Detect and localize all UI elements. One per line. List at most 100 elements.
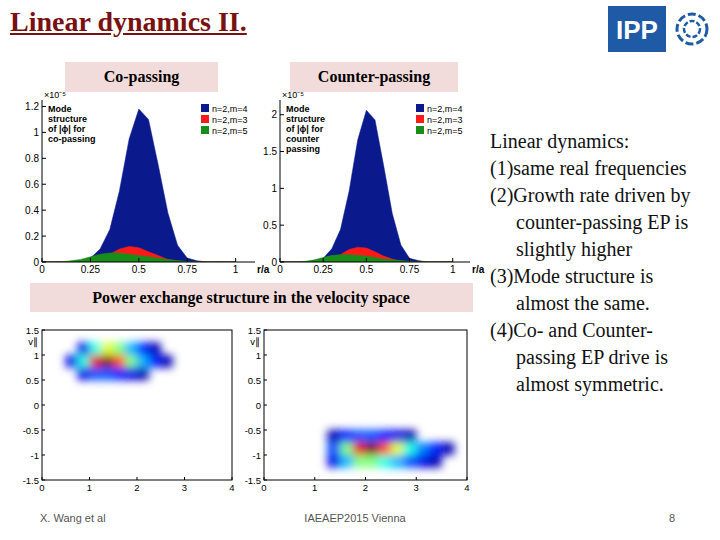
logo-text: IPP	[616, 15, 658, 45]
contour-cell	[277, 443, 290, 456]
contour-cell	[220, 405, 232, 418]
contour-cell	[90, 330, 102, 343]
contour-cell	[429, 355, 442, 368]
contour-cell	[90, 443, 102, 456]
contour-cell	[196, 405, 208, 418]
contour-cell	[220, 368, 232, 381]
contour-cell	[90, 393, 102, 406]
contour-cell	[113, 355, 125, 368]
contour-cell	[289, 443, 302, 456]
contour-cell	[208, 355, 220, 368]
contour-cell	[161, 418, 173, 431]
y-tick	[42, 380, 45, 381]
contour-cell	[196, 393, 208, 406]
contour-cell	[54, 355, 66, 368]
contour-cell	[442, 418, 455, 431]
contour-cell	[353, 455, 366, 468]
contour-cell	[378, 355, 391, 368]
contour-cell	[220, 455, 232, 468]
y-tick	[280, 225, 284, 226]
x-tick	[187, 258, 188, 262]
y-tick-label: -0.5	[23, 425, 39, 436]
contour-cell	[101, 380, 113, 393]
contour-cell	[378, 468, 391, 481]
contour-cell	[137, 330, 149, 343]
contour-cell	[315, 393, 328, 406]
contour-cell	[161, 430, 173, 443]
contour-cell	[366, 455, 379, 468]
y-tick-label: 0.5	[248, 375, 261, 386]
contour-cell	[161, 330, 173, 343]
contour-cell	[340, 343, 353, 356]
contour-cell	[173, 355, 185, 368]
contour-cell	[125, 443, 137, 456]
contour-cell	[378, 405, 391, 418]
x-axis-label: r/a	[257, 264, 270, 275]
y-tick	[264, 405, 267, 406]
contour-cell	[429, 393, 442, 406]
contour-cell	[416, 430, 429, 443]
contour-cell	[161, 355, 173, 368]
contour-cell	[137, 380, 149, 393]
contour-cell	[101, 455, 113, 468]
contour-cell	[113, 343, 125, 356]
contour-cell	[125, 430, 137, 443]
contour-cell	[327, 418, 340, 431]
contour-cell	[277, 468, 290, 481]
contour-cell	[366, 418, 379, 431]
contour-cell	[42, 393, 54, 406]
y-axis-multiplier: ×10⁻⁵	[44, 90, 66, 100]
contour-cell	[302, 330, 315, 343]
contour-cell	[289, 430, 302, 443]
contour-cell	[137, 405, 149, 418]
bullet-heading: Linear dynamics:	[490, 128, 708, 155]
title-line: counter	[286, 134, 320, 144]
contour-cell	[173, 405, 185, 418]
contour-cell	[78, 418, 90, 431]
logo-icon	[677, 14, 707, 44]
contour-cell	[366, 443, 379, 456]
contour-cell	[173, 443, 185, 456]
contour-cell	[391, 430, 404, 443]
y-tick-label: 0.4	[25, 205, 39, 216]
contour-cell	[78, 393, 90, 406]
contour-cell	[391, 343, 404, 356]
contour-cell	[78, 343, 90, 356]
contour-cell	[161, 468, 173, 481]
contour-cell	[315, 468, 328, 481]
contour-cell	[378, 393, 391, 406]
contour-cell	[90, 418, 102, 431]
contour-cell	[220, 343, 232, 356]
y-tick-label: 0.8	[25, 153, 39, 164]
footer-page: 8	[669, 512, 675, 524]
area	[42, 109, 236, 262]
contour-cell	[289, 343, 302, 356]
contour-cell	[454, 380, 467, 393]
y-tick-label: 0.5	[26, 375, 39, 386]
contour-cell	[416, 443, 429, 456]
contour-cell	[208, 418, 220, 431]
y-tick-label: 2	[271, 109, 277, 120]
x-tick-label: 4	[229, 482, 234, 493]
y-tick	[42, 158, 46, 159]
contour-cell	[277, 455, 290, 468]
contour-cell	[404, 430, 417, 443]
contour-cell	[196, 343, 208, 356]
contour-cell	[391, 418, 404, 431]
contour-cell	[353, 380, 366, 393]
contour-cell	[208, 368, 220, 381]
contour-cell	[429, 368, 442, 381]
legend-label: n=2,m=5	[427, 126, 463, 136]
contour-cell	[125, 393, 137, 406]
contour-cell	[327, 455, 340, 468]
contour-cell	[149, 330, 161, 343]
legend-label: n=2,m=3	[427, 115, 463, 125]
x-tick-label: 4	[464, 482, 469, 493]
x-tick	[416, 477, 417, 480]
contour-cell	[78, 330, 90, 343]
contour-cell	[208, 430, 220, 443]
contour-cell	[315, 343, 328, 356]
contour-cell	[220, 443, 232, 456]
contour-cell	[54, 343, 66, 356]
y-tick-label: 1	[33, 127, 39, 138]
